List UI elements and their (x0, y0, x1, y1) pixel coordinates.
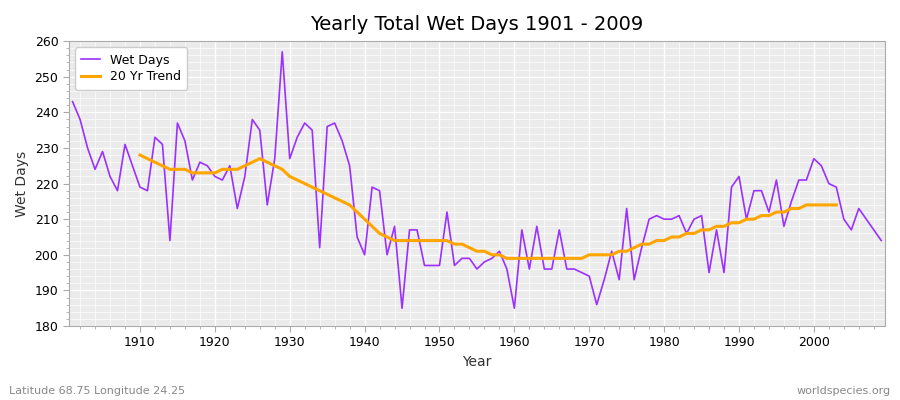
Wet Days (300, 121, 310, 126)
20 Yr Trend (831, 202, 842, 207)
Line: 20 Yr Trend: 20 Yr Trend (140, 155, 836, 258)
Wet Days (397, 306, 408, 311)
20 Yr Trend (135, 153, 146, 158)
Wet Days (127, 163, 138, 168)
Title: Yearly Total Wet Days 1901 - 2009: Yearly Total Wet Days 1901 - 2009 (310, 15, 644, 34)
20 Yr Trend (562, 256, 572, 261)
Text: Latitude 68.75 Longitude 24.25: Latitude 68.75 Longitude 24.25 (9, 386, 185, 396)
Wet Days (68, 99, 78, 104)
Legend: Wet Days, 20 Yr Trend: Wet Days, 20 Yr Trend (75, 47, 187, 90)
20 Yr Trend (501, 256, 512, 261)
20 Yr Trend (427, 238, 437, 243)
Wet Days (614, 277, 625, 282)
Wet Days (876, 238, 886, 243)
20 Yr Trend (314, 188, 325, 193)
Text: worldspecies.org: worldspecies.org (796, 386, 891, 396)
X-axis label: Year: Year (463, 355, 491, 369)
Wet Days (524, 267, 535, 272)
Line: Wet Days: Wet Days (73, 52, 881, 308)
Wet Days (344, 163, 355, 168)
Wet Days (277, 49, 288, 54)
Wet Days (517, 228, 527, 232)
20 Yr Trend (255, 156, 266, 161)
Y-axis label: Wet Days: Wet Days (15, 150, 29, 217)
20 Yr Trend (666, 234, 677, 239)
20 Yr Trend (404, 238, 415, 243)
